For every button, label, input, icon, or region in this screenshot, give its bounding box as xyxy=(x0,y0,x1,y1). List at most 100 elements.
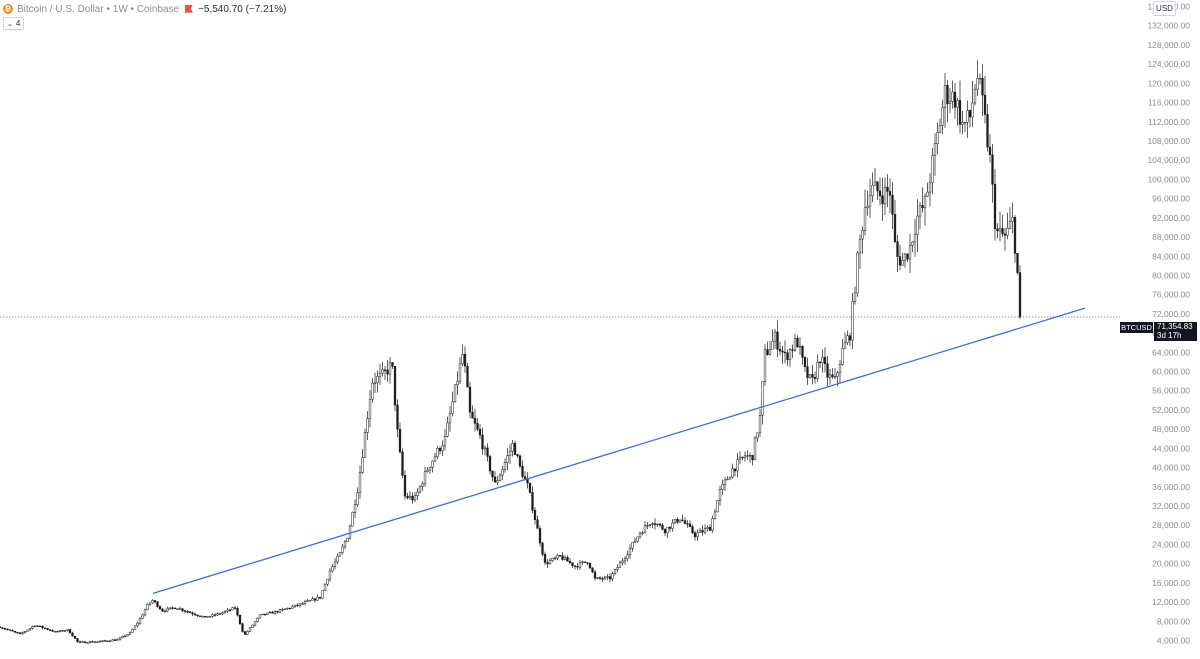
candle xyxy=(561,552,564,561)
candle xyxy=(578,559,582,570)
candle xyxy=(58,629,62,633)
candle xyxy=(438,446,442,455)
bitcoin-icon: ₿ xyxy=(3,4,13,14)
candle xyxy=(243,630,247,635)
candle xyxy=(721,479,724,495)
candle xyxy=(543,551,547,565)
candle xyxy=(13,630,17,634)
y-tick-label: 124,000.00 xyxy=(1147,59,1190,69)
candle xyxy=(953,82,957,119)
candle xyxy=(341,543,344,555)
candle xyxy=(671,519,674,532)
candle xyxy=(238,614,242,625)
candle xyxy=(518,454,522,469)
candle xyxy=(583,561,587,563)
candle xyxy=(286,607,289,611)
candle xyxy=(511,439,514,457)
candle xyxy=(148,602,152,606)
candle xyxy=(951,80,954,109)
candle xyxy=(281,607,284,612)
candle xyxy=(966,100,969,139)
candle xyxy=(328,568,332,582)
candle xyxy=(306,598,309,603)
y-tick-label: 88,000.00 xyxy=(1152,232,1190,242)
candle xyxy=(943,72,947,128)
candle xyxy=(958,80,962,134)
candle xyxy=(648,524,652,528)
candle xyxy=(458,357,462,385)
candle xyxy=(501,465,504,481)
candle xyxy=(513,440,517,455)
candle xyxy=(606,574,609,581)
candle xyxy=(663,528,667,537)
candle xyxy=(401,448,404,479)
candle xyxy=(833,368,837,380)
candle xyxy=(801,345,804,365)
candle xyxy=(391,362,394,369)
candle xyxy=(131,628,134,633)
candle xyxy=(938,118,942,133)
candle xyxy=(563,555,567,561)
candle xyxy=(241,622,244,633)
candle xyxy=(621,557,624,566)
trendline[interactable] xyxy=(152,307,1086,595)
candle xyxy=(706,525,709,532)
candle xyxy=(228,608,232,612)
candle xyxy=(393,366,397,412)
candle xyxy=(356,487,359,507)
y-tick-label: 44,000.00 xyxy=(1152,443,1190,453)
candle xyxy=(396,399,399,438)
candle xyxy=(683,517,687,525)
symbol-header[interactable]: ₿ Bitcoin / U.S. Dollar • 1W • Coinbase … xyxy=(3,2,286,16)
candle xyxy=(28,627,32,632)
candle xyxy=(461,344,464,367)
candle xyxy=(316,594,319,601)
candle xyxy=(861,226,864,254)
candle xyxy=(573,565,577,570)
candle xyxy=(731,463,734,479)
candle xyxy=(883,177,887,216)
candle xyxy=(541,541,544,557)
candle xyxy=(313,598,317,603)
candle xyxy=(936,122,939,155)
candle xyxy=(126,634,129,637)
flag-icon[interactable] xyxy=(185,4,194,14)
candle xyxy=(161,607,164,613)
candle xyxy=(88,640,92,644)
candle xyxy=(553,556,557,561)
candle xyxy=(143,608,147,617)
candle xyxy=(673,518,677,525)
candle xyxy=(568,558,572,565)
candle xyxy=(263,613,267,616)
candle xyxy=(371,377,374,403)
candle xyxy=(301,601,304,605)
candle xyxy=(83,641,87,644)
candle xyxy=(1018,265,1022,320)
candle xyxy=(496,476,499,486)
candle xyxy=(813,371,817,384)
candle xyxy=(138,617,142,625)
currency-button[interactable]: USD xyxy=(1153,1,1176,16)
candle xyxy=(838,359,842,384)
candle xyxy=(726,476,729,481)
indicators-toggle[interactable]: ⌄ 4 xyxy=(3,17,25,30)
candle xyxy=(363,428,367,458)
candle xyxy=(443,429,447,451)
candle xyxy=(1006,212,1009,240)
candle xyxy=(901,252,904,266)
candle xyxy=(763,344,767,386)
candle xyxy=(133,625,137,630)
candle xyxy=(351,511,354,527)
candle xyxy=(261,613,264,616)
candle xyxy=(916,199,919,253)
candle xyxy=(483,445,487,456)
candle xyxy=(16,631,19,634)
candle xyxy=(123,635,127,638)
candle xyxy=(78,640,82,643)
candle xyxy=(163,609,167,613)
candle xyxy=(358,465,362,499)
candle xyxy=(773,328,777,350)
candle xyxy=(91,640,94,643)
candle xyxy=(153,599,157,604)
